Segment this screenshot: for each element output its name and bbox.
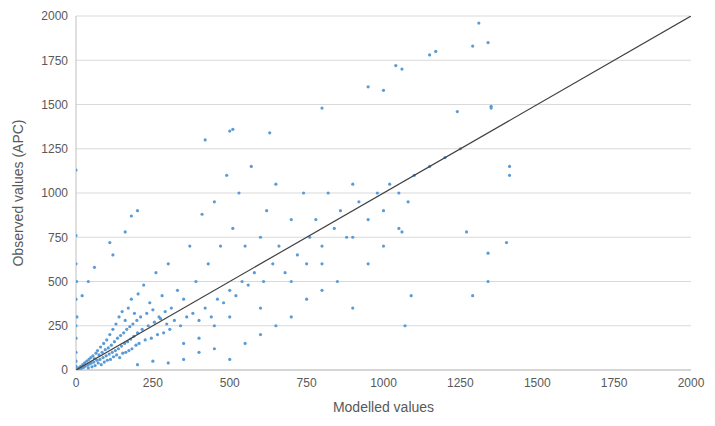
svg-text:0: 0 xyxy=(61,363,68,377)
svg-text:1750: 1750 xyxy=(41,54,68,68)
svg-text:2000: 2000 xyxy=(41,9,68,23)
svg-text:Modelled values: Modelled values xyxy=(333,399,434,415)
svg-text:1250: 1250 xyxy=(447,376,474,390)
svg-text:1750: 1750 xyxy=(601,376,628,390)
svg-text:500: 500 xyxy=(48,275,68,289)
svg-text:1250: 1250 xyxy=(41,142,68,156)
svg-text:500: 500 xyxy=(220,376,240,390)
svg-text:750: 750 xyxy=(48,231,68,245)
svg-text:1500: 1500 xyxy=(41,98,68,112)
svg-text:Observed values (APC): Observed values (APC) xyxy=(10,119,26,266)
svg-text:750: 750 xyxy=(297,376,317,390)
svg-text:0: 0 xyxy=(73,376,80,390)
svg-text:1000: 1000 xyxy=(370,376,397,390)
svg-text:250: 250 xyxy=(48,319,68,333)
svg-text:250: 250 xyxy=(143,376,163,390)
svg-text:1500: 1500 xyxy=(524,376,551,390)
svg-text:1000: 1000 xyxy=(41,186,68,200)
svg-text:2000: 2000 xyxy=(678,376,705,390)
